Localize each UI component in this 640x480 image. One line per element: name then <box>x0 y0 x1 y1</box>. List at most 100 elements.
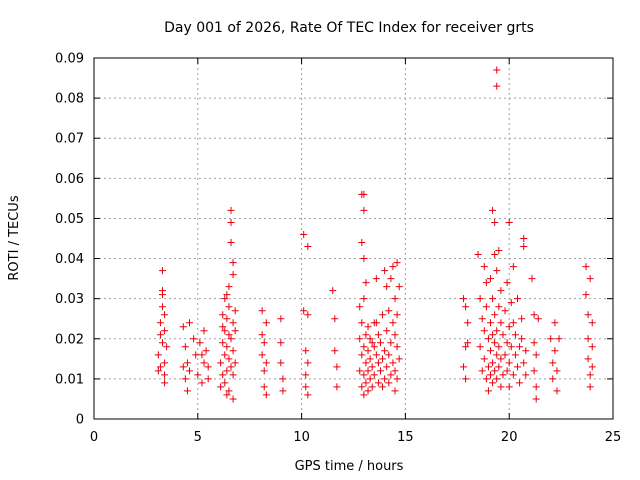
data-point <box>333 363 341 371</box>
data-point <box>522 371 530 379</box>
y-tick-label: 0.09 <box>55 52 84 67</box>
data-point <box>551 319 559 327</box>
plot-frame <box>93 57 614 420</box>
data-point <box>584 311 592 319</box>
data-point <box>493 375 501 383</box>
x-tick-labels: 0 5 10 15 20 25 <box>90 430 621 445</box>
data-point <box>159 303 167 311</box>
data-point <box>179 323 187 331</box>
data-point <box>225 303 233 311</box>
data-point <box>520 235 528 242</box>
data-point <box>362 359 370 367</box>
y-tick-labels: 0 0.01 0.02 0.03 0.04 0.05 0.06 0.07 0.08 0.09 <box>55 52 84 428</box>
data-point <box>231 359 239 367</box>
grid-lines <box>94 58 613 419</box>
data-point <box>331 347 339 355</box>
data-point <box>532 351 540 359</box>
data-point <box>532 395 540 403</box>
data-point <box>374 379 382 387</box>
data-point <box>221 295 229 303</box>
data-point <box>366 335 374 343</box>
data-point <box>586 275 594 283</box>
data-point <box>387 371 395 379</box>
data-point <box>503 279 511 287</box>
data-point <box>588 363 596 371</box>
data-point <box>376 339 384 347</box>
data-point <box>393 259 401 267</box>
y-tick-label: 0.06 <box>55 172 84 187</box>
y-tick-label: 0 <box>76 413 84 428</box>
data-point <box>231 307 239 315</box>
data-point <box>499 371 507 379</box>
data-point <box>507 299 515 307</box>
data-point <box>372 319 380 327</box>
data-point <box>360 190 368 198</box>
data-point <box>154 351 162 359</box>
data-point <box>487 275 495 283</box>
data-point <box>464 319 472 327</box>
data-point <box>376 367 384 375</box>
data-point <box>516 343 524 351</box>
data-point <box>495 247 503 255</box>
data-point <box>183 359 191 367</box>
data-point <box>219 339 227 347</box>
data-point <box>154 367 162 375</box>
data-point <box>520 359 528 367</box>
data-point <box>379 355 387 363</box>
data-point <box>495 343 503 351</box>
data-point <box>493 267 501 275</box>
data-point <box>302 383 310 391</box>
x-axis-label: GPS time / hours <box>295 459 404 474</box>
data-point <box>362 279 370 287</box>
data-point <box>522 347 530 355</box>
data-point <box>260 383 268 391</box>
data-point <box>586 371 594 379</box>
data-point <box>156 319 164 327</box>
data-point <box>503 339 511 347</box>
data-point <box>161 327 169 335</box>
data-point <box>493 82 501 90</box>
data-point <box>231 327 239 335</box>
data-point <box>217 383 225 391</box>
data-point <box>194 371 202 379</box>
data-point <box>358 319 366 327</box>
data-point <box>368 363 376 371</box>
y-tick-label: 0.01 <box>55 372 84 387</box>
data-point <box>582 291 590 299</box>
data-point <box>219 323 227 331</box>
data-point <box>395 283 403 291</box>
data-point <box>480 355 488 363</box>
data-point <box>497 319 505 327</box>
data-point <box>493 327 501 335</box>
data-point <box>302 371 310 379</box>
data-point <box>547 335 555 343</box>
data-point <box>161 311 169 319</box>
data-point <box>229 319 237 327</box>
data-point <box>229 259 237 267</box>
data-point <box>555 335 563 343</box>
data-point <box>356 367 364 375</box>
data-point <box>383 327 391 335</box>
data-point <box>185 367 193 375</box>
data-point <box>329 287 337 295</box>
data-point <box>501 307 509 315</box>
data-point <box>460 295 468 303</box>
data-point <box>482 303 490 311</box>
data-point <box>551 347 559 355</box>
data-point <box>381 347 389 355</box>
data-point <box>489 379 497 387</box>
data-point <box>476 343 484 351</box>
y-tick-label: 0.05 <box>55 212 84 227</box>
data-point <box>530 367 538 375</box>
data-point <box>489 359 497 367</box>
data-point <box>300 307 308 315</box>
data-point <box>364 347 372 355</box>
data-point <box>385 307 393 315</box>
data-point <box>366 375 374 383</box>
data-point <box>391 367 399 375</box>
data-point <box>391 295 399 303</box>
data-point <box>304 243 312 251</box>
data-point <box>333 383 341 391</box>
data-point <box>229 371 237 379</box>
data-point <box>262 319 270 327</box>
